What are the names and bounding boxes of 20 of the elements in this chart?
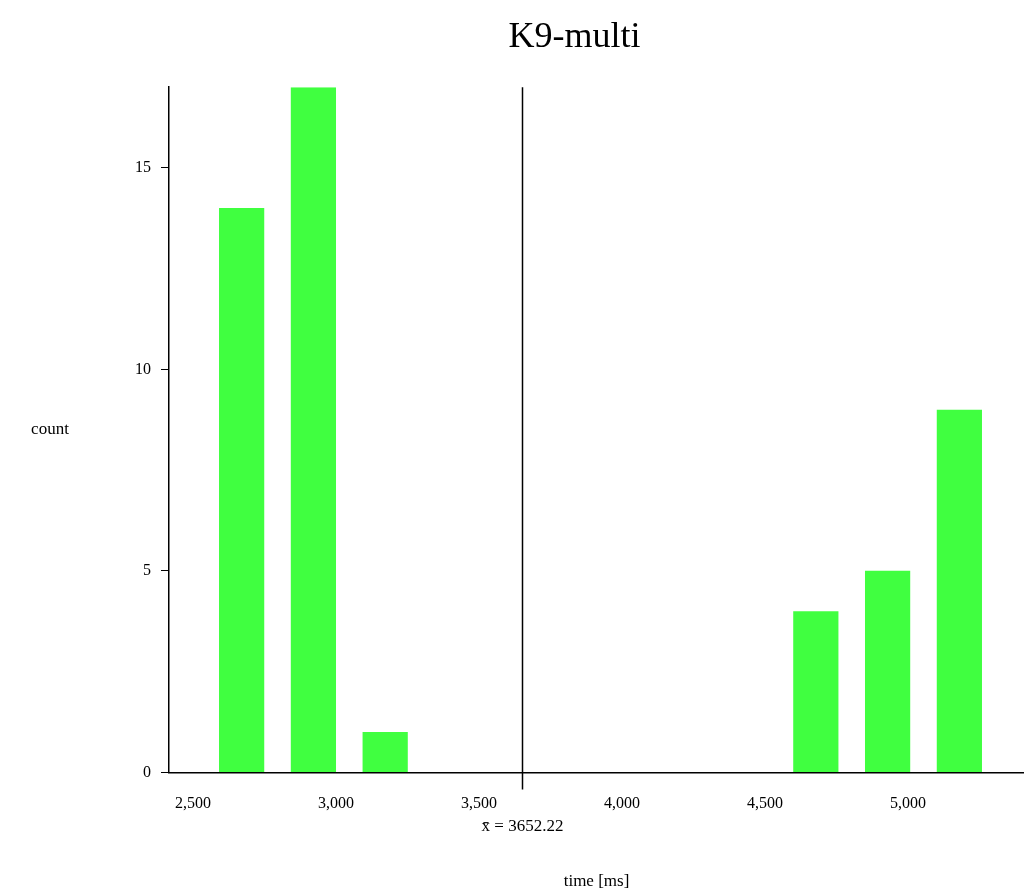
bar <box>793 611 839 772</box>
x-tick-label: 3,500 <box>460 794 497 812</box>
x-tick-label: 2,500 <box>175 794 212 812</box>
bar <box>219 208 265 772</box>
x-tick-label: 4,000 <box>603 794 640 812</box>
ref-line-label: x̄ = 3652.22 <box>481 816 564 836</box>
bar <box>290 87 337 772</box>
x-tick-label: 3,000 <box>318 794 354 812</box>
y-axis-title: count <box>31 419 70 439</box>
x-axis-title: time [ms] <box>563 871 630 891</box>
bar <box>936 409 982 772</box>
chart-title: K9-multi <box>508 15 641 56</box>
bar <box>362 732 408 772</box>
y-tick-label: 5 <box>143 561 151 579</box>
y-tick-label: 15 <box>135 158 151 176</box>
x-tick-label: 5,000 <box>889 794 926 812</box>
y-tick-label: 10 <box>135 359 151 377</box>
bar <box>864 570 911 772</box>
x-tick-label: 4,500 <box>746 794 783 812</box>
y-tick-label: 0 <box>143 762 151 780</box>
